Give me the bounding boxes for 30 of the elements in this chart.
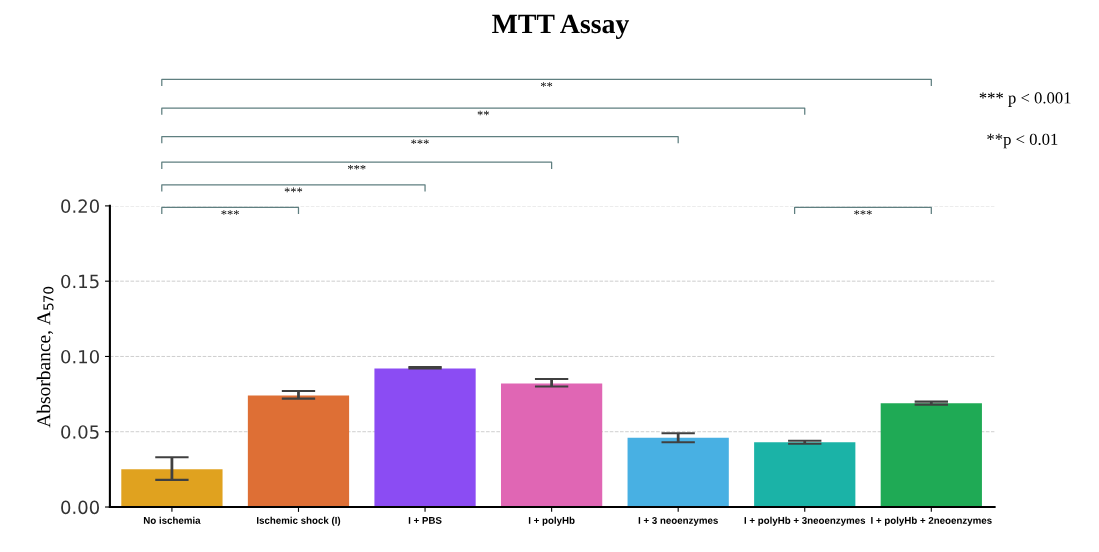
text: **	[477, 110, 489, 116]
text: ***	[284, 187, 303, 193]
bar	[500, 383, 603, 508]
x-tick-label: I + polyHb + 2neoenzymes	[871, 516, 992, 526]
y-tick-label: 0.05	[61, 425, 99, 439]
annotation: ***	[854, 210, 872, 215]
chart-title: MTT Assay	[492, 14, 630, 39]
bar	[754, 442, 856, 508]
y-axis-title: Absorbance, A$_{570}$	[36, 286, 54, 428]
y-tick-label: 0.20	[61, 199, 99, 214]
y-tick-label: 0.10	[61, 349, 99, 364]
y-tick-label: 0.00	[61, 500, 99, 515]
x-tick-label: Ischemic shock (I)	[256, 516, 341, 526]
x-tick-label: I + polyHb	[528, 516, 575, 526]
bar	[880, 403, 982, 508]
bar	[374, 368, 476, 508]
bar	[247, 395, 350, 508]
bar	[121, 469, 223, 508]
x-tick-label: I + PBS	[408, 516, 442, 524]
text: *** p < 0.001	[979, 92, 1071, 107]
text: **p < 0.01	[987, 133, 1058, 149]
text: ***	[347, 164, 366, 170]
annotation: ***	[221, 210, 239, 215]
text: **	[540, 82, 553, 87]
x-tick-label: I + 3 neoenzymes	[638, 516, 718, 526]
text: ***	[411, 139, 429, 144]
bar	[627, 437, 729, 508]
y-tick-label: 0.15	[61, 274, 99, 289]
x-tick-label: No ischemia	[143, 516, 201, 524]
x-tick-label: I + polyHb + 3neoenzymes	[744, 516, 866, 526]
